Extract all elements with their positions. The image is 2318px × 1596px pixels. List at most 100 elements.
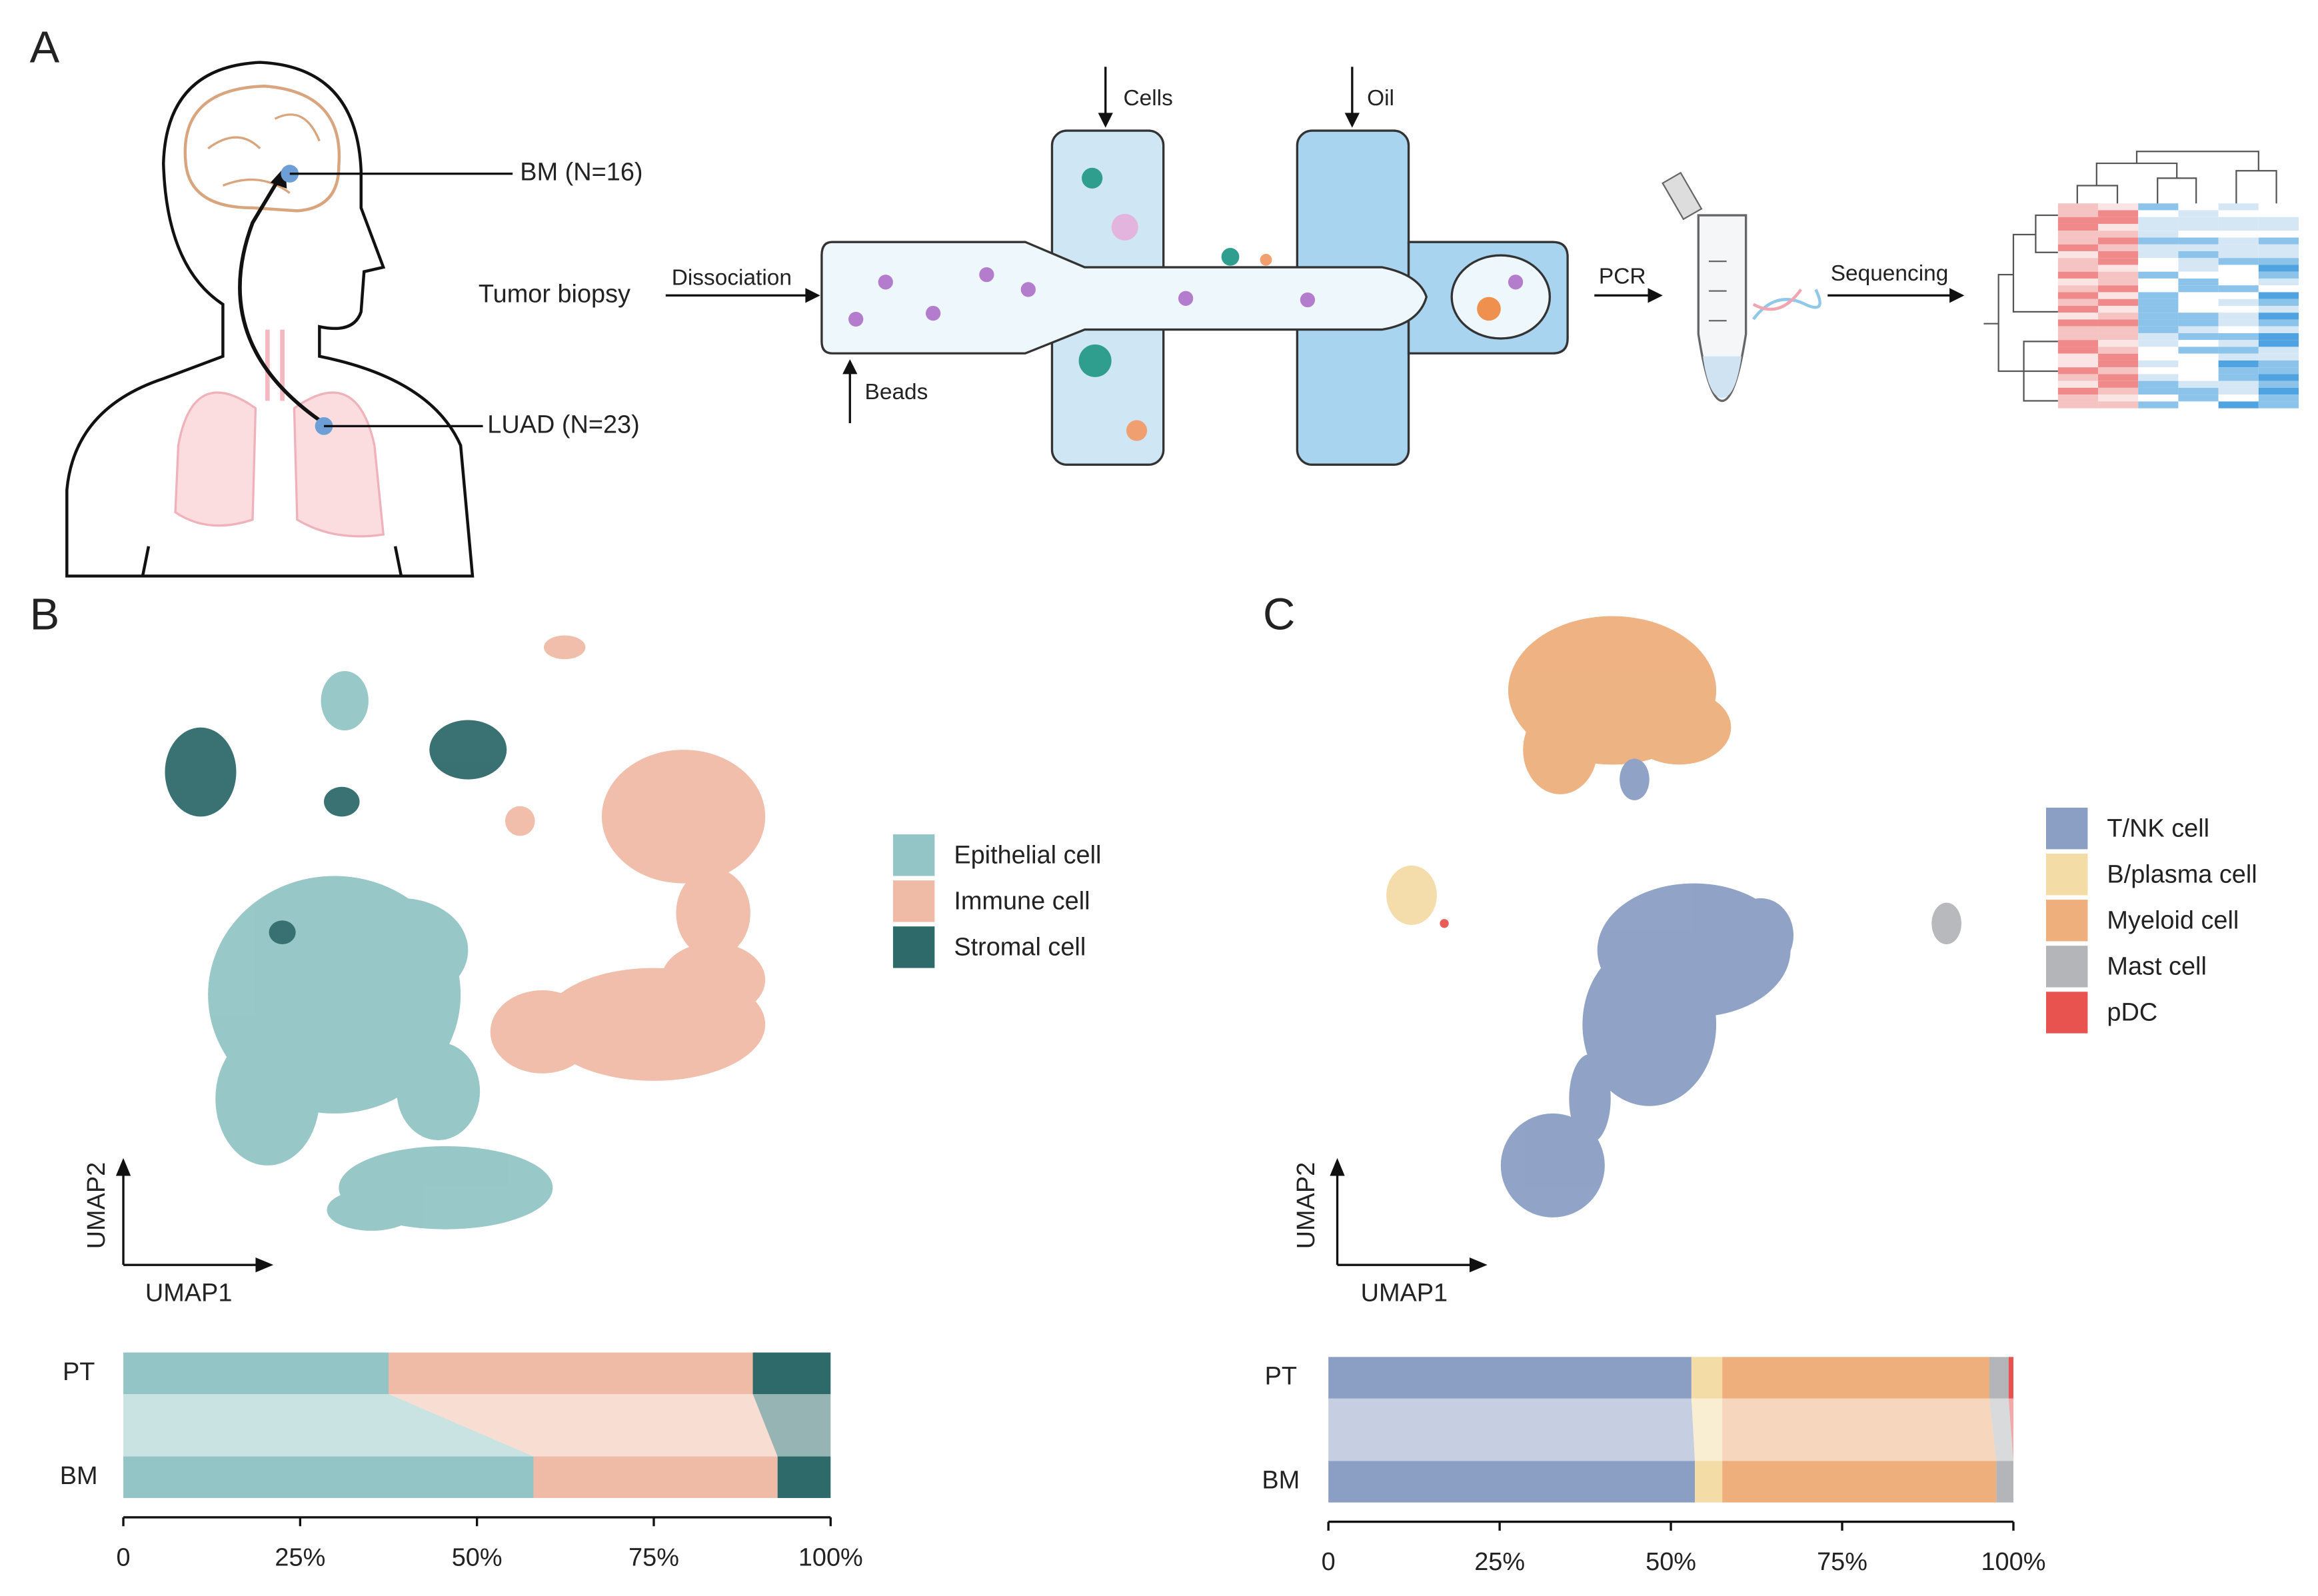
- heat-cell: [2057, 203, 2099, 211]
- bar-segment: [1722, 1357, 1989, 1399]
- heat-cell: [2098, 231, 2139, 238]
- heat-cell: [2057, 367, 2099, 375]
- heat-cell: [2057, 292, 2099, 299]
- heat-cell: [2057, 231, 2099, 238]
- heat-cell: [2178, 237, 2219, 245]
- heat-cell: [2178, 292, 2219, 299]
- heat-cell: [2218, 360, 2259, 368]
- bar-segment: [2008, 1357, 2013, 1399]
- label: BM (N=16): [520, 159, 642, 187]
- heat-cell: [2178, 353, 2219, 361]
- panel-label: B: [30, 589, 60, 639]
- heat-cell: [2098, 237, 2139, 245]
- heat-cell: [2057, 387, 2099, 395]
- heat-cell: [2258, 278, 2299, 286]
- bar-segment: [1989, 1357, 2009, 1399]
- human: [65, 61, 513, 578]
- heat-cell: [2138, 374, 2179, 381]
- label: Oil: [1367, 86, 1394, 111]
- label: Sequencing: [1831, 261, 1949, 286]
- heat-cell: [2178, 278, 2219, 286]
- category-label: BM: [60, 1462, 98, 1490]
- heat-cell: [2057, 360, 2099, 368]
- heat-cell: [2258, 223, 2299, 231]
- heat-cell: [2138, 299, 2179, 306]
- axis-label: UMAP2: [83, 1162, 111, 1249]
- heat-cell: [2098, 223, 2139, 231]
- heat-cell: [2098, 265, 2139, 272]
- bar-segment: [1328, 1357, 1692, 1399]
- heat-cell: [2178, 271, 2219, 279]
- heat-cell: [2138, 367, 2179, 375]
- x-tick-label: 50%: [452, 1543, 503, 1571]
- legend-label: B/plasma cell: [2107, 860, 2257, 888]
- heat-cell: [2098, 313, 2139, 320]
- bar-segment: [1996, 1461, 2013, 1503]
- heat-cell: [2098, 299, 2139, 306]
- legend-label: Mast cell: [2107, 953, 2206, 981]
- heat-cell: [2057, 299, 2099, 306]
- heat-cell: [2178, 285, 2219, 293]
- bar-segment: [533, 1456, 778, 1498]
- bar-segment: [1691, 1357, 1723, 1399]
- label: Beads: [865, 380, 928, 404]
- axis-label: UMAP1: [145, 1279, 233, 1307]
- heat-cell: [2138, 333, 2179, 341]
- heat-cell: [2258, 285, 2299, 293]
- bar-segment: [1328, 1461, 1696, 1503]
- heat-cell: [2218, 333, 2259, 341]
- heat-cell: [2057, 353, 2099, 361]
- heat-cell: [2178, 333, 2219, 341]
- connector-band: [1328, 1398, 1696, 1461]
- heat-cell: [2098, 326, 2139, 333]
- heat-cell: [2098, 340, 2139, 347]
- heat-cell: [2057, 347, 2099, 354]
- heat-cell: [2057, 265, 2099, 272]
- heat-cell: [2218, 319, 2259, 327]
- heat-cell: [2258, 395, 2299, 402]
- heat-cell: [2098, 347, 2139, 354]
- label: Dissociation: [672, 266, 792, 291]
- heat-cell: [2218, 367, 2259, 375]
- legend-label: Epithelial cell: [954, 842, 1101, 870]
- heat-cell: [2218, 278, 2259, 286]
- legend-label: Stromal cell: [954, 934, 1086, 962]
- heat-cell: [2178, 340, 2219, 347]
- bar-segment: [123, 1352, 389, 1395]
- heat-cell: [2218, 299, 2259, 306]
- axis-label: UMAP2: [1292, 1162, 1320, 1249]
- bar-segment: [1722, 1461, 1997, 1503]
- heat-cell: [2098, 395, 2139, 402]
- heat-cell: [2178, 387, 2219, 395]
- heat-cell: [2258, 340, 2299, 347]
- heat-cell: [2258, 326, 2299, 333]
- heat-cell: [2098, 387, 2139, 395]
- heat-cell: [2258, 374, 2299, 381]
- panel-label: C: [1263, 589, 1295, 639]
- bar-segment: [389, 1352, 753, 1395]
- heat-cell: [2138, 387, 2179, 395]
- heat-cell: [2057, 217, 2099, 224]
- heat-cell: [2057, 333, 2099, 341]
- connector-band: [1989, 1398, 2013, 1461]
- heat-cell: [2098, 305, 2139, 313]
- heat-cell: [2258, 387, 2299, 395]
- heat-cell: [2098, 271, 2139, 279]
- umap-c: [1386, 616, 1961, 1217]
- heat-cell: [2218, 258, 2259, 265]
- heat-cell: [2218, 203, 2259, 211]
- heat-cell: [2258, 271, 2299, 279]
- heat-cell: [2138, 244, 2179, 251]
- x-tick-label: 100%: [1981, 1548, 2046, 1576]
- heat-cell: [2178, 326, 2219, 333]
- heat-cell: [2218, 285, 2259, 293]
- heatmap: [1983, 151, 2299, 408]
- heat-cell: [2178, 360, 2219, 368]
- heat-cell: [2138, 395, 2179, 402]
- label: PCR: [1599, 264, 1646, 289]
- x-tick-label: 25%: [275, 1543, 325, 1571]
- heat-cell: [2057, 223, 2099, 231]
- heat-cell: [2098, 278, 2139, 286]
- label: LUAD (N=23): [487, 410, 639, 438]
- x-tick-label: 100%: [798, 1543, 863, 1571]
